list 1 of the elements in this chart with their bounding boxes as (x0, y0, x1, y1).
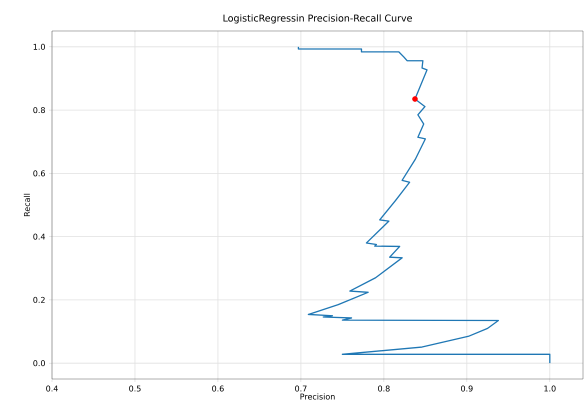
chart-title: LogisticRegressin Precision-Recall Curve (224, 14, 412, 24)
